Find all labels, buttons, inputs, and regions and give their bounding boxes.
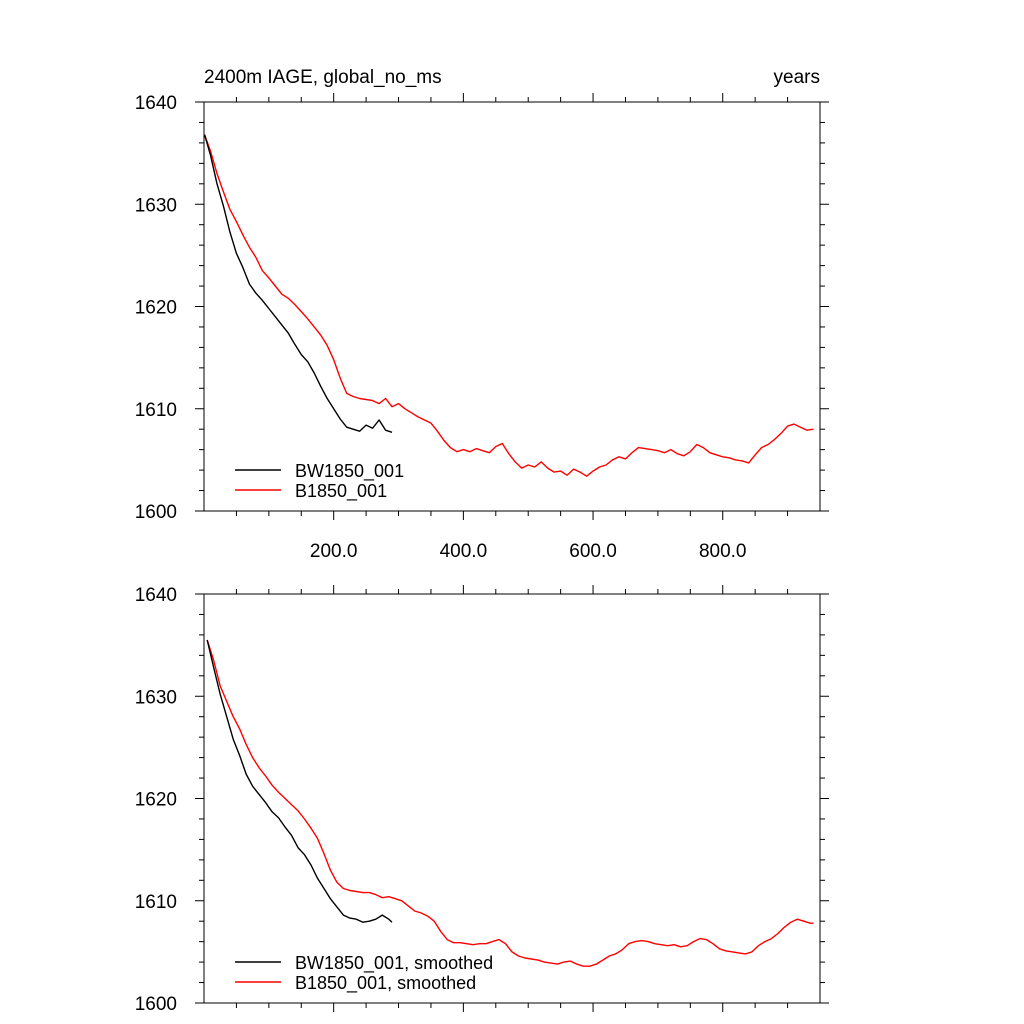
y-tick-label: 1630 — [135, 195, 177, 216]
x-tick-label: 600.0 — [569, 541, 617, 562]
bottom-panel: 1600 1610 1620 1630 1640 BW1850_001, smoothed… — [135, 585, 829, 1015]
x-tick-label: 400.0 — [440, 541, 488, 562]
y-tick-label: 1600 — [135, 502, 177, 523]
legend-label: BW1850_001 — [295, 461, 404, 482]
legend-label: BW1850_001, smoothed — [295, 953, 493, 974]
x-tick-label: 200.0 — [310, 541, 358, 562]
x-tick-label: 800.0 — [699, 541, 747, 562]
series-line-bw1850-001 — [204, 134, 393, 433]
top-panel: 1600 1610 1620 1630 1640 200.0 400.0 600.0 800.0… — [135, 93, 829, 562]
series-line-b1850-001-smoothed — [206, 639, 814, 967]
y-tick-label: 1620 — [135, 790, 177, 811]
y-tick-label: 1640 — [135, 585, 177, 606]
series-line-b1850-001 — [204, 134, 814, 477]
plot-frame — [203, 593, 821, 1004]
y-tick-label: 1610 — [135, 400, 177, 421]
legend-label: B1850_001, smoothed — [295, 973, 476, 994]
y-tick-label: 1600 — [135, 994, 177, 1015]
chart-title: 2400m IAGE, global_no_ms — [204, 67, 442, 88]
y-tick-label: 1610 — [135, 892, 177, 913]
series-line-bw1850-001-smoothed — [206, 639, 393, 923]
x-unit-label: years — [774, 67, 820, 88]
y-tick-label: 1620 — [135, 298, 177, 319]
legend-label: B1850_001 — [295, 481, 387, 502]
y-tick-label: 1630 — [135, 687, 177, 708]
y-tick-label: 1640 — [135, 93, 177, 114]
